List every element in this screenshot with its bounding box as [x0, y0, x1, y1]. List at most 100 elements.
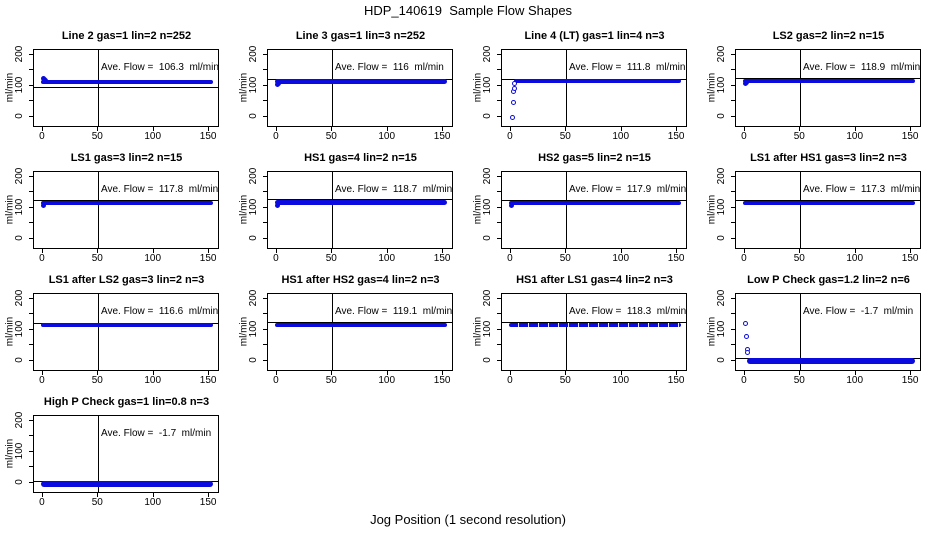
subplot: Line 2 gas=1 lin=2 n=252 ml/min Ave. Flo…	[0, 20, 234, 142]
x-tick-mark	[386, 127, 388, 131]
x-tick-label: 100	[144, 375, 162, 386]
plot-area: Ave. Flow = 106.3 ml/min	[33, 49, 219, 127]
flow-data-band	[274, 200, 448, 206]
flow-data-band	[508, 322, 682, 327]
vertical-reference-line	[566, 50, 568, 126]
y-tick-mark	[731, 84, 735, 86]
y-tick-mark	[29, 175, 33, 177]
x-tick-mark	[275, 249, 277, 253]
x-axis-label: Jog Position (1 second resolution)	[370, 512, 566, 527]
subplot-title: HS2 gas=5 lin=2 n=15	[538, 152, 651, 164]
y-tick-mark	[263, 69, 267, 71]
x-tick-mark	[386, 249, 388, 253]
ave-flow-annotation: Ave. Flow = 117.3 ml/min	[803, 184, 921, 195]
y-tick-mark	[29, 344, 33, 346]
x-tick-mark	[208, 249, 210, 253]
vertical-reference-line	[800, 172, 802, 248]
y-tick-label: 200	[14, 411, 25, 428]
subplot: Line 4 (LT) gas=1 lin=4 n=3 ml/min Ave. …	[468, 20, 702, 142]
y-tick-mark	[731, 53, 735, 55]
y-tick-label: 0	[482, 356, 493, 363]
x-tick-mark	[331, 249, 333, 253]
average-flow-reference-line	[34, 86, 218, 88]
x-tick-label: 50	[559, 131, 571, 142]
average-flow-reference-line	[736, 357, 920, 359]
plot-area: Ave. Flow = 116 ml/min	[267, 49, 453, 127]
subplot-title: High P Check gas=1 lin=0.8 n=3	[43, 396, 210, 408]
average-flow-reference-line	[268, 78, 452, 80]
y-tick-label: 100	[716, 76, 727, 94]
x-tick-label: 150	[199, 131, 217, 142]
ave-flow-annotation: Ave. Flow = -1.7 ml/min	[101, 428, 212, 439]
flow-data-band	[40, 200, 214, 205]
ave-flow-annotation: Ave. Flow = 111.8 ml/min	[569, 62, 686, 73]
x-tick-mark	[676, 249, 678, 253]
subplot-title: LS1 gas=3 lin=2 n=15	[70, 152, 183, 164]
average-flow-reference-line	[502, 78, 686, 80]
data-point	[511, 99, 517, 105]
vertical-reference-line	[98, 50, 100, 126]
y-tick-label: 0	[716, 356, 727, 363]
y-tick-mark	[263, 191, 267, 193]
average-flow-reference-line	[34, 322, 218, 324]
x-tick-label: 100	[612, 131, 630, 142]
plot-area: Ave. Flow = -1.7 ml/min	[33, 415, 219, 493]
y-tick-label: 100	[14, 320, 25, 338]
x-tick-label: 50	[793, 253, 805, 264]
x-tick-mark	[509, 249, 511, 253]
x-tick-label: 0	[39, 131, 45, 142]
x-tick-mark	[743, 371, 745, 375]
x-tick-mark	[910, 249, 912, 253]
y-tick-mark	[731, 328, 735, 330]
x-tick-mark	[97, 371, 99, 375]
subplot-title: Line 4 (LT) gas=1 lin=4 n=3	[524, 30, 665, 42]
x-tick-mark	[565, 127, 567, 131]
y-tick-mark	[29, 222, 33, 224]
data-point	[276, 80, 282, 86]
y-tick-mark	[29, 53, 33, 55]
x-tick-label: 0	[39, 253, 45, 264]
y-tick-mark	[497, 206, 501, 208]
x-tick-label: 0	[39, 375, 45, 386]
y-tick-label: 100	[14, 76, 25, 94]
x-tick-label: 50	[91, 375, 103, 386]
flow-data-band	[747, 358, 916, 364]
flow-data-band	[514, 79, 682, 84]
x-tick-label: 0	[507, 253, 513, 264]
x-tick-mark	[97, 493, 99, 497]
x-tick-label: 0	[507, 375, 513, 386]
x-tick-label: 150	[433, 131, 451, 142]
y-tick-mark	[29, 481, 33, 483]
x-tick-label: 50	[559, 253, 571, 264]
y-tick-mark	[263, 297, 267, 299]
y-tick-mark	[731, 237, 735, 239]
x-tick-mark	[799, 127, 801, 131]
y-tick-label: 0	[14, 234, 25, 241]
x-tick-label: 150	[667, 131, 685, 142]
x-tick-mark	[152, 127, 154, 131]
y-tick-label: 0	[14, 356, 25, 363]
y-tick-mark	[497, 297, 501, 299]
vertical-reference-line	[98, 294, 100, 370]
y-tick-mark	[731, 100, 735, 102]
y-tick-mark	[263, 359, 267, 361]
vertical-reference-line	[566, 294, 568, 370]
flow-data-band	[742, 78, 916, 83]
x-tick-mark	[565, 249, 567, 253]
x-tick-mark	[386, 371, 388, 375]
x-tick-label: 50	[325, 131, 337, 142]
x-tick-label: 0	[507, 131, 513, 142]
page-title: HDP_140619 Sample Flow Shapes	[363, 3, 573, 18]
vertical-reference-line	[800, 294, 802, 370]
subplot-title: HS1 after HS2 gas=4 lin=2 n=3	[281, 274, 440, 286]
y-tick-label: 100	[14, 442, 25, 460]
x-tick-label: 150	[901, 253, 919, 264]
x-tick-label: 150	[433, 375, 451, 386]
subplot: High P Check gas=1 lin=0.8 n=3 ml/min Av…	[0, 386, 234, 508]
y-tick-mark	[497, 237, 501, 239]
y-tick-mark	[731, 175, 735, 177]
x-tick-label: 50	[325, 253, 337, 264]
data-point	[512, 81, 518, 87]
y-tick-mark	[29, 466, 33, 468]
y-tick-mark	[263, 100, 267, 102]
